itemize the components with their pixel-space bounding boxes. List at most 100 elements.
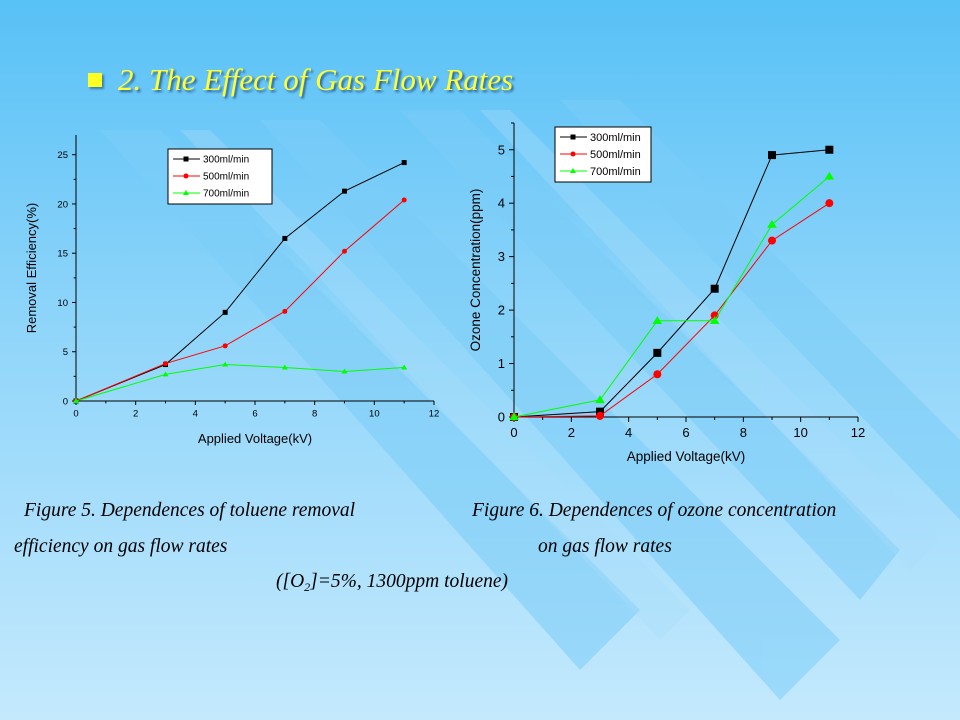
data-point (282, 308, 288, 314)
data-point (825, 145, 834, 154)
x-tick-label: 2 (568, 425, 575, 440)
data-point (222, 343, 228, 349)
x-tick-label: 10 (793, 425, 807, 440)
x-tick-label: 6 (682, 425, 689, 440)
data-point (767, 219, 777, 228)
x-tick-label: 8 (740, 425, 747, 440)
series-line (513, 176, 830, 418)
series-500mlmin (73, 197, 407, 404)
legend-label: 500ml/min (203, 172, 249, 183)
y-tick-label: 5 (498, 142, 505, 157)
series-line (75, 162, 405, 402)
data-point (768, 236, 776, 245)
conditions-caption: ([O2]=5%, 1300ppm toluene) (276, 571, 509, 594)
y-tick-label: 4 (498, 196, 505, 211)
data-point (596, 411, 604, 420)
legend: 300ml/min 500ml/min 700ml/min (554, 126, 652, 183)
figure-6-caption: Figure 6. Dependences of ozone concentra… (472, 500, 932, 570)
data-point (163, 361, 168, 367)
data-point (401, 160, 407, 166)
legend-marker (183, 173, 189, 179)
y-axis-label: Removal Efficiency(%) (24, 203, 39, 334)
series-700mlmin (73, 361, 408, 403)
y-tick-label: 2 (498, 303, 505, 318)
data-point (710, 284, 719, 293)
legend-marker (183, 190, 189, 195)
legend-label: 700ml/min (203, 189, 249, 200)
y-tick-label: 1 (498, 356, 505, 371)
x-tick-label: 2 (133, 409, 138, 420)
data-point (768, 151, 776, 160)
y-tick-label: 25 (57, 150, 68, 161)
figure-5-caption-line-1: Figure 5. Dependences of toluene removal (24, 500, 356, 521)
data-point (653, 370, 662, 379)
legend-marker (570, 134, 576, 140)
y-axis-label: Ozone Concentration(ppm) (468, 189, 483, 352)
series-300mlmin (510, 145, 834, 421)
slide-title-text: 2. The Effect of Gas Flow Rates (118, 62, 514, 97)
legend-label: 300ml/min (590, 132, 641, 144)
data-point (342, 188, 347, 194)
data-point (652, 316, 663, 324)
conditions-close: ]=5%, 1300ppm toluene) (310, 571, 509, 592)
square-bullet-icon (88, 73, 102, 87)
y-tick-label: 0 (63, 396, 68, 407)
x-tick-label: 0 (510, 425, 517, 440)
data-point (162, 371, 169, 377)
legend-label: 700ml/min (590, 166, 641, 178)
x-tick-label: 12 (429, 409, 440, 420)
x-tick-label: 10 (369, 409, 380, 420)
data-point (825, 199, 834, 208)
figure-5-caption-line-2: efficiency on gas flow rates (14, 536, 228, 557)
data-point (401, 197, 407, 203)
x-tick-label: 12 (851, 425, 865, 440)
data-point (509, 412, 519, 421)
y-tick-label: 3 (498, 249, 505, 264)
series-500mlmin (510, 199, 834, 421)
y-tick-label: 15 (57, 249, 68, 260)
y-tick-label: 0 (498, 410, 505, 425)
data-point (653, 348, 662, 357)
figure-5-caption: Figure 5. Dependences of toluene removal… (14, 500, 444, 570)
x-tick-label: 6 (252, 409, 257, 420)
legend-label: 500ml/min (590, 149, 641, 161)
legend-marker (570, 168, 576, 173)
y-tick-label: 5 (63, 347, 68, 358)
data-point (596, 407, 604, 416)
legend: 300ml/min 500ml/min 700ml/min (167, 148, 273, 205)
series-line (75, 364, 405, 402)
legend-marker (570, 151, 576, 157)
data-point (595, 395, 605, 404)
data-point (341, 368, 348, 374)
data-point (222, 361, 229, 367)
series-line (513, 149, 830, 418)
y-tick-label: 20 (57, 199, 68, 210)
figure-6-caption-line-2: on gas flow rates (538, 536, 672, 557)
x-tick-label: 0 (73, 409, 78, 420)
data-point (73, 398, 79, 403)
conditions-open: ([O (276, 571, 305, 592)
series-line (513, 202, 830, 418)
x-axis-label: Applied Voltage(kV) (198, 431, 312, 446)
data-point (342, 248, 347, 254)
slide-title: 2. The Effect of Gas Flow Rates (88, 62, 513, 98)
data-point (401, 364, 408, 370)
conditions-subscript: 2 (304, 580, 311, 594)
legend-label: 300ml/min (203, 155, 249, 166)
data-point (281, 364, 288, 370)
series-line (75, 199, 405, 402)
figure-5-chart: 0 2 4 6 8 10 12 0 5 10 15 20 25 Applied Voltage(kV) Re… (24, 135, 440, 446)
x-tick-label: 4 (193, 409, 198, 420)
data-point (222, 309, 228, 315)
series-700mlmin (509, 171, 835, 421)
x-axis-label: Applied Voltage(kV) (627, 449, 746, 464)
y-tick-label: 10 (57, 298, 68, 309)
legend-marker (183, 156, 189, 162)
data-point (709, 316, 720, 324)
data-point (282, 235, 288, 241)
x-tick-label: 8 (312, 409, 317, 420)
figure-6-caption-line-1: Figure 6. Dependences of ozone concentra… (472, 500, 837, 521)
x-tick-label: 4 (625, 425, 632, 440)
data-point (824, 171, 835, 180)
